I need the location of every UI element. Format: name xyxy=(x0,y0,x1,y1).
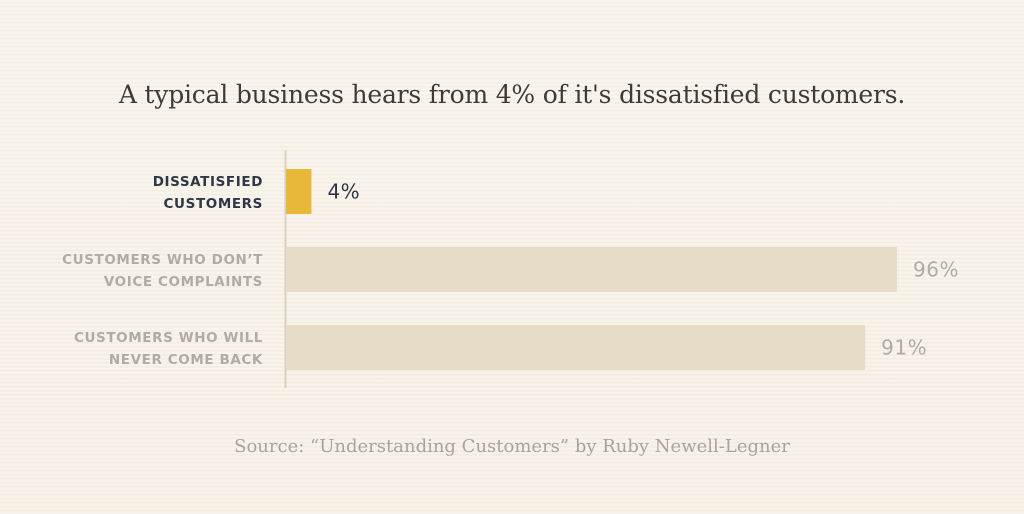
category-label-line: CUSTOMERS WHO DON’T xyxy=(62,252,263,268)
value-labels-group: 4% 96% 91% xyxy=(327,180,958,360)
value-label-1: 96% xyxy=(913,258,959,282)
bars-group xyxy=(286,169,897,370)
category-label-2: CUSTOMERS WHO WILL NEVER COME BACK xyxy=(74,330,263,368)
bar-0 xyxy=(286,169,312,214)
category-label-line: VOICE COMPLAINTS xyxy=(104,274,263,290)
chart-title: A typical business hears from 4% of it's… xyxy=(118,80,906,109)
value-label-0: 4% xyxy=(327,180,360,204)
source-note: Source: “Understanding Customers” by Rub… xyxy=(234,436,790,457)
category-label-line: CUSTOMERS xyxy=(164,196,263,212)
category-labels-group: DISSATISFIED CUSTOMERS CUSTOMERS WHO DON’T… xyxy=(62,174,263,368)
value-label-2: 91% xyxy=(881,336,927,360)
bar-1 xyxy=(286,247,897,292)
category-label-line: DISSATISFIED xyxy=(153,174,263,190)
category-label-1: CUSTOMERS WHO DON’T VOICE COMPLAINTS xyxy=(62,252,263,290)
category-label-0: DISSATISFIED CUSTOMERS xyxy=(153,174,263,212)
category-label-line: NEVER COME BACK xyxy=(109,352,263,368)
category-label-line: CUSTOMERS WHO WILL xyxy=(74,330,263,346)
bar-2 xyxy=(286,325,866,370)
